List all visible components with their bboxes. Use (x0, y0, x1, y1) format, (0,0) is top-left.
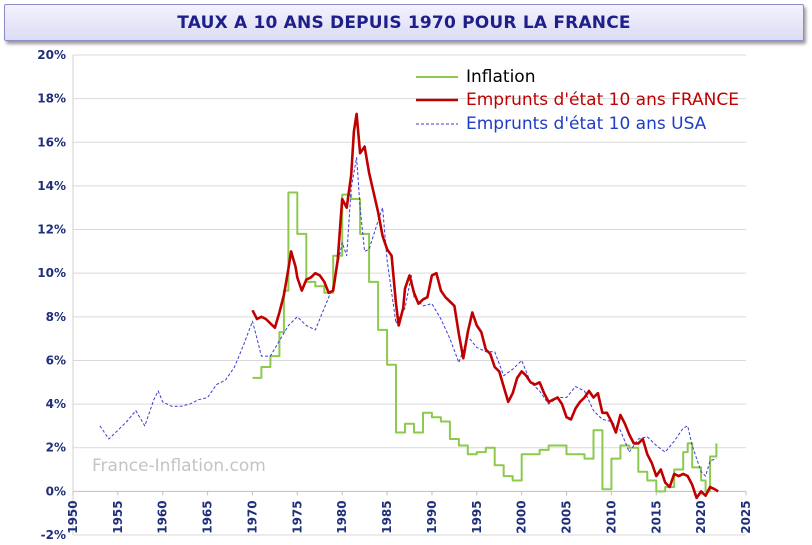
y-tick-label: 12% (37, 223, 66, 237)
series-lines (99, 112, 719, 500)
y-tick-label: -2% (41, 528, 66, 542)
chart-title-bar: TAUX A 10 ANS DEPUIS 1970 POUR LA FRANCE (4, 4, 804, 41)
x-tick-label: 1975 (290, 500, 304, 533)
y-tick-label: 20% (37, 48, 66, 62)
gridlines (72, 54, 746, 536)
watermark-text: France-Inflation.com (92, 456, 266, 476)
x-tick-label: 2010 (604, 500, 618, 533)
x-tick-label: 1950 (66, 500, 80, 533)
x-tick-label: 2005 (560, 500, 574, 533)
x-tick-label: 2015 (649, 500, 663, 533)
x-tick-label: 1955 (111, 500, 125, 533)
x-axis-ticks: 1950 1955 1960 1965 1970 1975 1980 1985 1990 1995… (66, 491, 753, 534)
y-tick-label: 0% (46, 484, 66, 498)
x-tick-label: 1980 (335, 500, 349, 533)
legend: Inflation Emprunts d'état 10 ans FRANCE Em… (416, 67, 739, 134)
x-tick-label: 2020 (694, 500, 708, 533)
y-tick-label: 8% (46, 310, 66, 324)
series-line-2 (99, 157, 717, 477)
series-line-0 (252, 191, 718, 493)
legend-label-1: Emprunts d'état 10 ans FRANCE (466, 90, 739, 110)
y-axis-ticks: -2% 0% 2% 4% 6% 8% 10% 12% 14% 16% 18% 20% (37, 48, 66, 542)
plot-background (73, 55, 746, 535)
x-tick-label: 1990 (425, 500, 439, 533)
x-tick-label: 1985 (380, 500, 394, 533)
y-tick-label: 4% (46, 397, 66, 411)
legend-label-0: Inflation (466, 67, 535, 87)
x-tick-label: 2025 (739, 500, 753, 533)
y-tick-label: 10% (37, 266, 66, 280)
x-tick-label: 1965 (201, 500, 215, 533)
y-tick-label: 14% (37, 179, 66, 193)
y-tick-label: 16% (37, 135, 66, 149)
x-tick-label: 1960 (156, 500, 170, 533)
legend-label-2: Emprunts d'état 10 ans USA (466, 114, 707, 134)
y-tick-label: 2% (46, 441, 66, 455)
series-line-1 (251, 112, 719, 500)
y-tick-label: 18% (37, 92, 66, 106)
x-tick-label: 2000 (515, 500, 529, 533)
x-tick-label: 1995 (470, 500, 484, 533)
y-tick-label: 6% (46, 353, 66, 367)
chart-title: TAUX A 10 ANS DEPUIS 1970 POUR LA FRANCE (177, 12, 631, 33)
x-tick-label: 1970 (245, 500, 259, 533)
